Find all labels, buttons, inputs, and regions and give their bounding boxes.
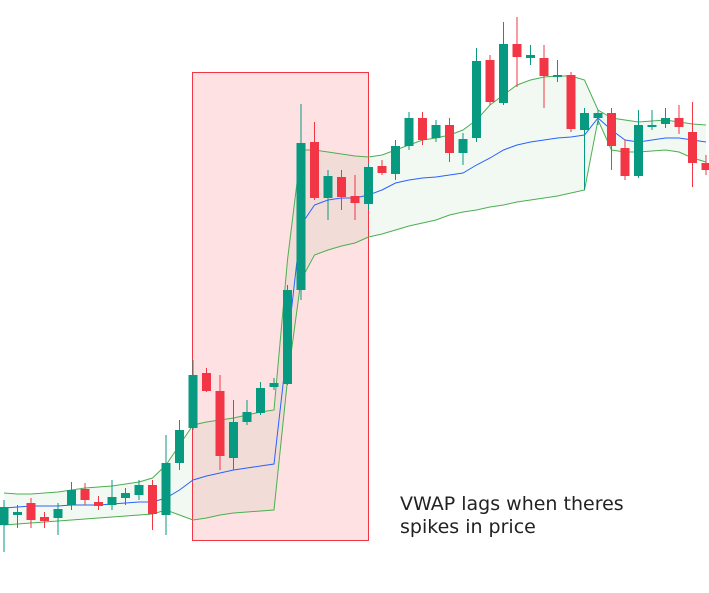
candle-body [0,507,9,525]
candle-body [350,196,360,203]
candle-body [310,142,319,198]
candle-body [269,383,279,387]
candle-layer [0,17,709,552]
candle-body [337,177,346,197]
candle-body [161,463,171,515]
candle-body [188,375,198,428]
candle-body [323,176,333,198]
band-line [3,118,707,526]
candle-body [256,388,265,413]
candle-body [229,422,238,458]
candle-body [283,290,292,384]
candle-body [80,489,90,500]
candle-body [148,485,157,514]
candle-body [458,139,468,153]
candle-body [593,113,603,118]
candle-body [647,125,657,127]
candle-body [701,163,709,170]
candle-body [634,125,643,176]
candle-body [553,75,562,77]
candle-body [566,75,576,129]
candle-body [53,509,63,518]
candle-body [94,502,103,506]
candle-body [512,44,522,57]
candle-body [499,44,508,103]
candle-body [242,412,252,422]
candle-body [661,118,670,124]
candle-body [175,430,184,463]
candle-body [620,148,630,176]
highlight-region [192,72,369,541]
candle-body [40,517,49,521]
candle-body [445,125,454,153]
candle-body [391,146,400,174]
candle-body [539,58,549,76]
candle-body [67,490,76,505]
candle-body [688,132,697,163]
candle-body [431,125,441,138]
candle-body [121,493,130,498]
candle-body [215,391,225,456]
candle-body [364,167,373,204]
candle-body [296,143,306,290]
candle-body [134,485,144,495]
candle-body [526,55,535,58]
candle-body [418,118,427,140]
band-layer [4,76,706,525]
candle-body [13,512,22,515]
candle-body [674,118,684,127]
candle-body [404,118,414,146]
candle-body [580,113,589,130]
candle-body [607,113,616,146]
candle-body [472,61,481,138]
band-fill [4,76,706,525]
candle-body [202,373,211,391]
candle-body [26,503,36,520]
candle-body [107,497,117,505]
annotation: VWAP lags when theres [400,493,624,515]
candle-body [377,166,387,173]
band-line [3,75,707,495]
annotation: spikes in price [400,516,536,538]
candle-body [485,60,495,102]
